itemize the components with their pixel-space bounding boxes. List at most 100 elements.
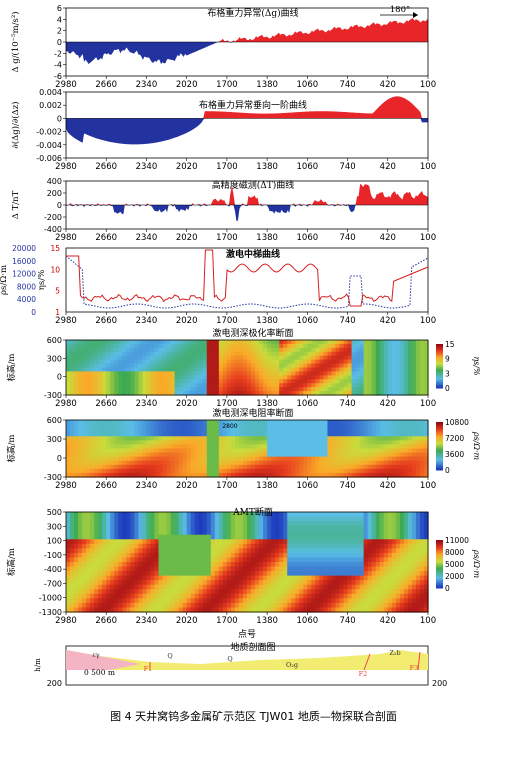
resistivity-ip-panel-cell (263, 452, 268, 458)
polarizability-panel-cell (198, 351, 204, 357)
polarizability-panel-cell (74, 367, 79, 373)
resistivity-ip-panel-cell (319, 444, 325, 450)
polarizability-panel-cell (371, 343, 377, 349)
polarizability-panel-cell (214, 367, 220, 373)
resistivity-ip-panel-cell (363, 436, 369, 441)
amt-panel-cell (142, 575, 148, 581)
polarizability-panel-cell (142, 391, 148, 396)
resistivity-ip-panel-cell (259, 432, 264, 437)
polarizability-panel-cell (74, 363, 79, 369)
polarizability-panel-cell (351, 340, 357, 345)
resistivity-ip-panel-cell (359, 436, 365, 441)
polarizability-panel-cell (315, 391, 320, 396)
amt-panel-cell (247, 571, 252, 577)
polarizability-panel-cell (78, 363, 83, 369)
amt-panel-cell (110, 557, 115, 563)
amt-panel-cell (283, 593, 288, 599)
amt-panel-cell (383, 530, 389, 536)
resistivity-ip-panel-cell (126, 456, 131, 462)
polarizability-panel-cell (178, 347, 184, 353)
resistivity-ip-panel-cell (299, 444, 304, 450)
resistivity-ip-panel-cell (415, 448, 421, 454)
amt-panel-cell (118, 552, 123, 559)
amt-panel-cell (102, 548, 107, 554)
resistivity-ip-panel-cell (114, 432, 119, 437)
resistivity-ip-panel-cell (222, 424, 228, 429)
amt-panel-cell (78, 543, 83, 549)
amt-panel-cell (142, 584, 148, 590)
resistivity-ip-panel-cell (283, 444, 288, 450)
polarizability-panel-cell (162, 343, 168, 349)
polarizability-panel-cell (271, 367, 276, 373)
resistivity-ip-panel-cell (118, 428, 123, 433)
amt-panel-cell (130, 593, 135, 599)
amt-panel-cell (255, 521, 260, 527)
polarizability-panel-cell (383, 371, 389, 376)
polarizability-panel-cell (287, 387, 292, 392)
polarizability-panel-cell (259, 379, 264, 384)
amt-panel-cell (66, 589, 71, 595)
resistivity-ip-panel-cell (255, 452, 260, 458)
polarizability-panel-cell (263, 391, 268, 396)
amt-panel-cell (70, 521, 75, 527)
amt-panel-cell (311, 571, 316, 577)
amt-panel-cell (114, 580, 119, 586)
amt-panel-colorbar-step (436, 576, 443, 579)
resistivity-ip-panel-cell (291, 436, 296, 441)
polarizability-panel-cell (74, 391, 79, 396)
amt-panel-cell (315, 580, 320, 586)
resistivity-ip-panel-cell (275, 440, 280, 446)
polarizability-panel-cell (70, 383, 75, 388)
amt-panel-cell (234, 543, 240, 549)
polarizability-panel-cell (319, 363, 325, 369)
resistivity-ip-panel-cell (275, 464, 280, 470)
amt-panel-cell (391, 548, 397, 554)
resistivity-ip-panel-cell (154, 456, 160, 462)
resistivity-ip-panel-cell (238, 444, 244, 450)
resistivity-ip-panel-cell (419, 432, 425, 437)
polarizability-panel-cell (363, 347, 369, 353)
amt-panel-cell (327, 593, 333, 599)
amt-panel-cell (267, 584, 272, 590)
resistivity-ip-panel-cell (118, 432, 123, 437)
amt-panel-cell (210, 512, 216, 518)
resistivity-ip-panel-colorbar-step (436, 465, 443, 468)
resistivity-ip-panel-cell (74, 456, 79, 462)
polarizability-panel-cell (347, 367, 353, 373)
amt-panel-cell (86, 607, 91, 613)
amt-panel-cell (267, 521, 272, 527)
resistivity-ip-panel-cell (210, 468, 216, 474)
amt-panel-cell (238, 571, 244, 577)
resistivity-ip-panel-cell (206, 456, 212, 462)
amt-panel-cell (415, 566, 421, 572)
polarizability-panel-cell (375, 347, 381, 353)
resistivity-ip-panel-cell (307, 444, 312, 450)
polarizability-panel-cell (315, 371, 320, 376)
amt-panel-cell (194, 566, 200, 572)
polarizability-panel-cell (387, 379, 393, 384)
amt-panel-cell (134, 580, 139, 586)
amt-panel-cell (242, 516, 248, 522)
polarizability-panel-cell (86, 371, 91, 376)
resistivity-ip-panel-cell (202, 452, 208, 458)
amt-panel-cell (190, 602, 196, 609)
amt-panel-cell (287, 525, 292, 531)
resistivity-ip-panel-cell (210, 472, 216, 478)
resistivity-ip-panel-xtick-label: 740 (339, 481, 355, 491)
polarizability-panel-cell (130, 347, 135, 353)
resistivity-ip-panel-cell (375, 468, 381, 474)
resistivity-ip-panel-cell (118, 464, 123, 470)
polarizability-panel-cell (98, 343, 103, 349)
polarizability-panel-cell (411, 371, 417, 376)
polarizability-panel-cell (267, 391, 272, 396)
amt-panel-cell (126, 552, 131, 559)
amt-panel-cell (138, 557, 144, 563)
polarizability-panel-cell (82, 375, 87, 380)
resistivity-ip-panel-cell (74, 428, 79, 433)
amt-panel-cell (359, 562, 365, 568)
amt-panel-cell (214, 512, 220, 518)
resistivity-ip-panel-cell (315, 436, 320, 441)
resistivity-ip-panel-cell (118, 452, 123, 458)
resistivity-ip-panel-cell (202, 448, 208, 454)
polarizability-panel-cell (347, 391, 353, 396)
